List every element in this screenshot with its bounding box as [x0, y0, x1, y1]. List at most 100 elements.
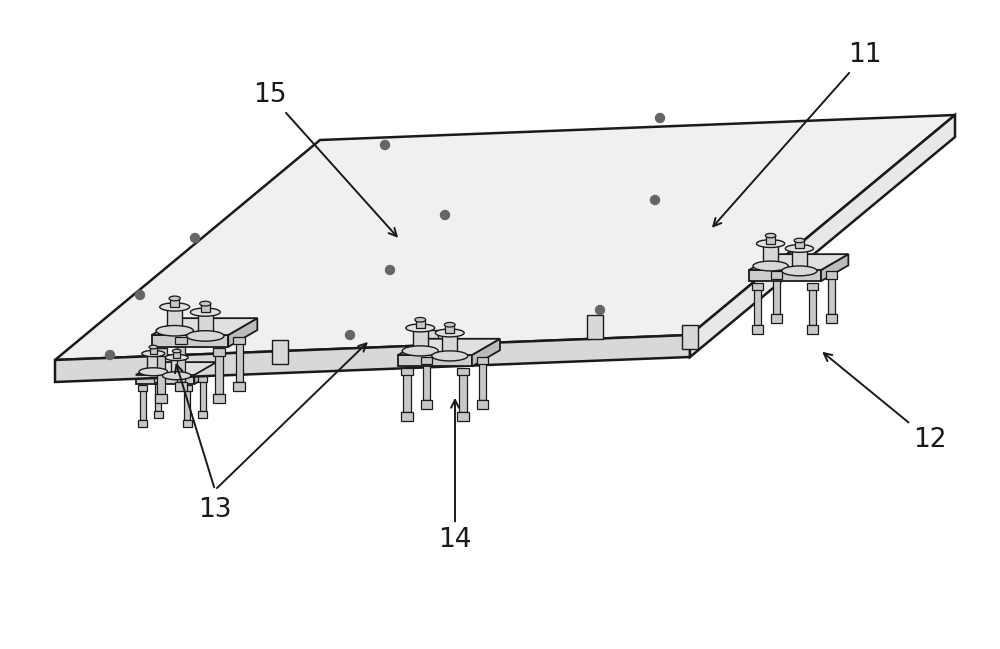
Polygon shape	[198, 411, 207, 418]
Polygon shape	[403, 373, 411, 411]
Polygon shape	[413, 328, 428, 351]
Polygon shape	[155, 349, 167, 356]
Polygon shape	[175, 382, 187, 391]
Polygon shape	[477, 356, 488, 363]
Polygon shape	[173, 351, 180, 358]
Polygon shape	[792, 249, 807, 271]
Polygon shape	[442, 333, 457, 356]
Circle shape	[380, 140, 390, 149]
Circle shape	[106, 350, 114, 360]
Ellipse shape	[200, 301, 211, 306]
Polygon shape	[445, 324, 454, 333]
Polygon shape	[749, 254, 848, 270]
Polygon shape	[228, 318, 257, 347]
Ellipse shape	[415, 317, 426, 322]
Polygon shape	[457, 368, 469, 375]
Polygon shape	[826, 271, 837, 278]
Circle shape	[346, 330, 354, 339]
Polygon shape	[140, 389, 146, 420]
Ellipse shape	[406, 324, 435, 332]
Circle shape	[596, 306, 604, 315]
Polygon shape	[198, 376, 207, 382]
Ellipse shape	[785, 245, 813, 252]
Text: 13: 13	[198, 497, 232, 523]
Polygon shape	[826, 314, 837, 323]
Ellipse shape	[162, 372, 191, 380]
Polygon shape	[167, 307, 182, 331]
Circle shape	[136, 291, 144, 299]
Polygon shape	[213, 349, 225, 356]
Ellipse shape	[190, 308, 220, 316]
Polygon shape	[201, 304, 210, 312]
Polygon shape	[809, 287, 816, 325]
Ellipse shape	[172, 349, 181, 353]
Circle shape	[386, 265, 394, 275]
Polygon shape	[773, 276, 780, 314]
Polygon shape	[233, 382, 245, 391]
Polygon shape	[682, 325, 698, 349]
Polygon shape	[752, 282, 763, 289]
Polygon shape	[766, 236, 775, 243]
Text: 12: 12	[824, 353, 947, 453]
Ellipse shape	[165, 354, 188, 361]
Polygon shape	[213, 394, 225, 403]
Polygon shape	[152, 335, 228, 347]
Ellipse shape	[142, 350, 165, 357]
Polygon shape	[194, 362, 216, 384]
Ellipse shape	[139, 368, 168, 376]
Ellipse shape	[187, 331, 224, 341]
Polygon shape	[828, 276, 835, 314]
Polygon shape	[421, 356, 432, 363]
Ellipse shape	[435, 329, 464, 337]
Polygon shape	[55, 115, 955, 360]
Polygon shape	[136, 375, 194, 384]
Ellipse shape	[402, 346, 438, 356]
Polygon shape	[184, 389, 190, 420]
Polygon shape	[479, 361, 486, 400]
Polygon shape	[150, 347, 157, 354]
Polygon shape	[457, 411, 469, 421]
Polygon shape	[771, 314, 782, 323]
Polygon shape	[138, 386, 147, 391]
Ellipse shape	[794, 238, 805, 243]
Polygon shape	[821, 254, 848, 281]
Polygon shape	[175, 337, 187, 344]
Text: 11: 11	[713, 42, 882, 227]
Circle shape	[656, 114, 664, 123]
Polygon shape	[233, 337, 245, 344]
Ellipse shape	[169, 296, 180, 301]
Polygon shape	[401, 411, 413, 421]
Polygon shape	[423, 361, 430, 400]
Polygon shape	[690, 115, 955, 357]
Polygon shape	[807, 282, 818, 289]
Polygon shape	[55, 335, 690, 382]
Ellipse shape	[160, 303, 190, 311]
Polygon shape	[236, 341, 243, 382]
Polygon shape	[154, 376, 163, 382]
Text: 14: 14	[438, 400, 472, 553]
Circle shape	[190, 234, 200, 243]
Polygon shape	[183, 420, 192, 427]
Polygon shape	[198, 312, 213, 336]
Polygon shape	[171, 358, 183, 376]
Polygon shape	[155, 380, 161, 411]
Polygon shape	[177, 341, 185, 382]
Circle shape	[440, 210, 450, 219]
Polygon shape	[157, 353, 165, 394]
Polygon shape	[200, 380, 206, 411]
Circle shape	[650, 195, 660, 204]
Polygon shape	[763, 243, 778, 266]
Ellipse shape	[765, 234, 776, 238]
Polygon shape	[472, 339, 500, 367]
Polygon shape	[459, 373, 467, 411]
Ellipse shape	[782, 266, 817, 276]
Polygon shape	[795, 241, 804, 249]
Ellipse shape	[149, 345, 158, 349]
Polygon shape	[215, 353, 223, 394]
Polygon shape	[136, 362, 216, 375]
Polygon shape	[754, 287, 761, 325]
Polygon shape	[147, 354, 159, 372]
Polygon shape	[587, 315, 603, 339]
Polygon shape	[154, 411, 163, 418]
Polygon shape	[155, 394, 167, 403]
